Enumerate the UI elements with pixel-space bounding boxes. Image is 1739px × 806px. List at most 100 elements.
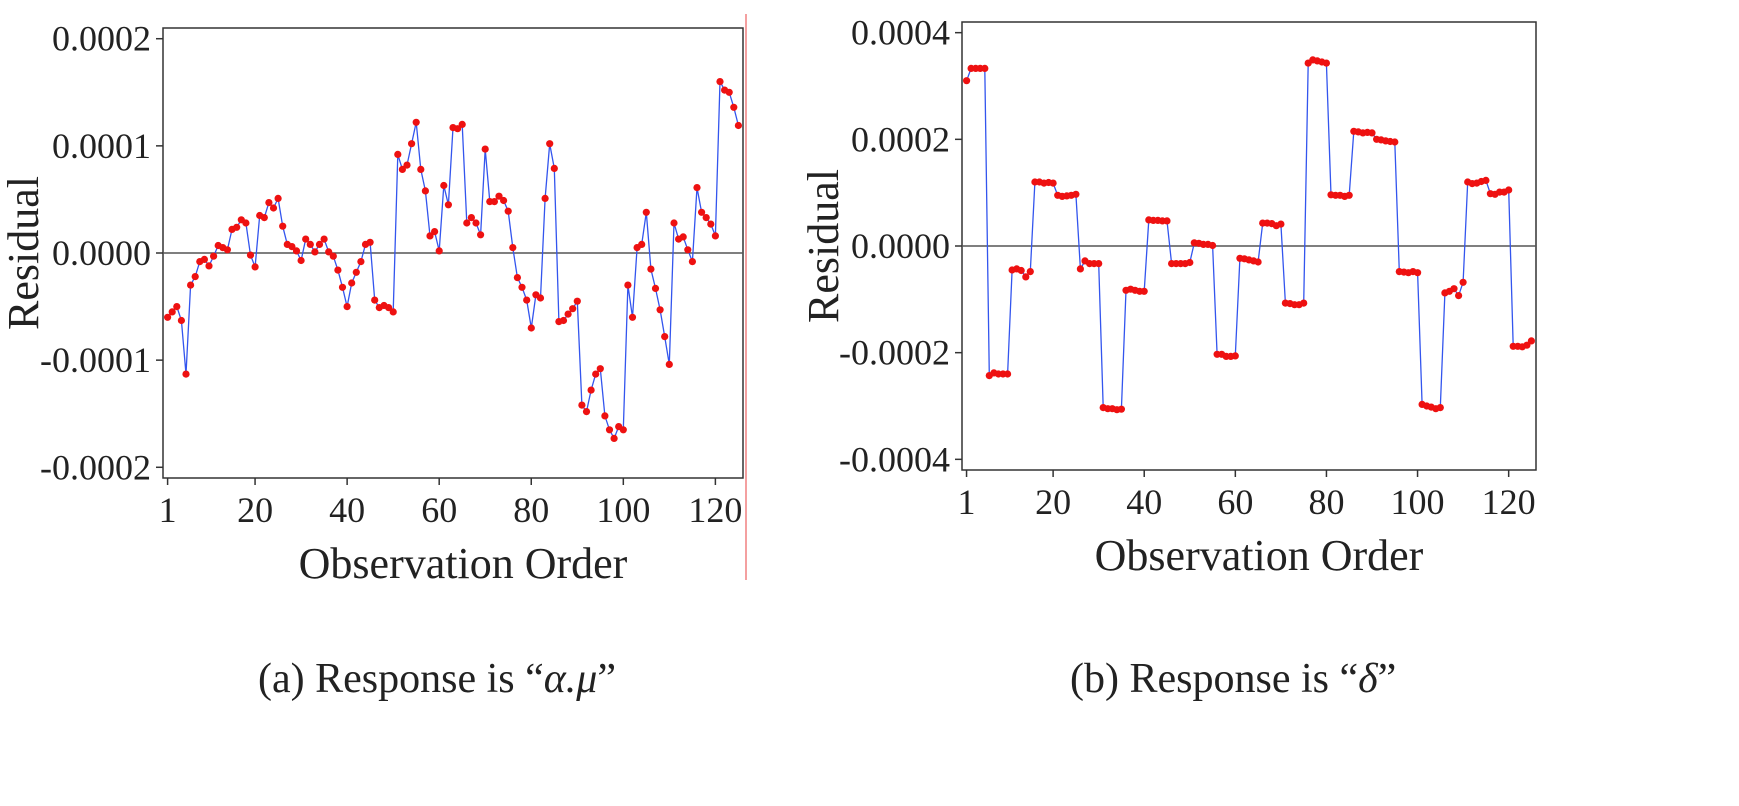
caption-b: (b) Response is “δ”: [1070, 655, 1396, 703]
data-point: [288, 243, 296, 251]
data-point: [688, 258, 697, 266]
data-point: [251, 263, 259, 271]
data-point: [187, 281, 195, 289]
data-point: [578, 401, 586, 409]
data-point: [403, 161, 411, 169]
data-point: [260, 214, 268, 222]
data-point: [509, 244, 517, 252]
y-axis-title: Residual: [0, 176, 48, 330]
y-tick-label: -0.0002: [40, 447, 151, 487]
data-point: [408, 140, 416, 148]
data-point: [454, 125, 462, 133]
x-tick-label: 40: [329, 490, 365, 530]
x-tick-label: 60: [1217, 482, 1253, 522]
x-tick-label: 80: [513, 490, 549, 530]
caption-b-prefix: (b) Response is “: [1070, 656, 1359, 702]
data-point: [320, 235, 328, 243]
data-point: [1095, 260, 1103, 268]
data-point: [1505, 186, 1513, 194]
caption-b-symbol: δ: [1358, 656, 1378, 702]
data-point: [1277, 220, 1285, 228]
data-point: [536, 294, 545, 302]
data-point: [619, 426, 627, 434]
data-point: [1231, 352, 1239, 360]
y-tick-label: -0.0001: [40, 340, 151, 380]
data-point: [1300, 299, 1308, 307]
x-tick-label: 1: [958, 482, 976, 522]
data-point: [1076, 265, 1084, 273]
data-point: [412, 118, 420, 126]
data-point: [1523, 341, 1531, 349]
x-tick-label: 100: [1391, 482, 1445, 522]
x-tick-label: 40: [1126, 482, 1162, 522]
y-tick-label: -0.0004: [839, 439, 950, 479]
data-point: [279, 222, 287, 230]
data-point: [210, 252, 218, 260]
data-point: [1527, 337, 1535, 345]
data-point: [302, 235, 310, 243]
data-point: [661, 333, 669, 341]
y-tick-label: 0.0000: [851, 226, 950, 266]
data-point: [352, 268, 360, 276]
y-tick-label: 0.0002: [52, 19, 151, 59]
y-axis-title: Residual: [799, 169, 848, 323]
data-point: [518, 283, 526, 291]
x-tick-label: 20: [1035, 482, 1071, 522]
data-point: [963, 77, 971, 85]
y-tick-label: 0.0000: [52, 233, 151, 273]
data-point: [1436, 404, 1444, 412]
data-point: [665, 360, 673, 368]
data-point: [1049, 179, 1057, 187]
data-point: [684, 246, 692, 254]
data-point: [592, 370, 600, 378]
data-point: [325, 248, 333, 256]
data-point: [725, 88, 733, 96]
caption-a-prefix: (a) Response is “: [258, 656, 544, 702]
caption-a-suffix: ”: [597, 656, 617, 702]
data-point: [389, 308, 397, 316]
x-axis-title: Observation Order: [1095, 531, 1424, 580]
data-point: [1450, 285, 1458, 293]
data-point: [1186, 258, 1194, 267]
data-point: [338, 283, 347, 291]
data-point: [444, 201, 452, 209]
caption-b-suffix: ”: [1377, 656, 1397, 702]
data-point: [513, 274, 522, 282]
data-point: [168, 308, 176, 316]
data-point: [343, 303, 351, 311]
data-point: [472, 219, 480, 227]
data-point: [440, 181, 448, 190]
data-point: [348, 279, 356, 287]
data-point: [500, 196, 508, 205]
data-point: [357, 258, 365, 266]
data-point: [610, 434, 618, 442]
data-point: [394, 150, 402, 158]
data-point: [504, 207, 512, 215]
data-point: [550, 164, 558, 172]
data-point: [223, 246, 231, 254]
data-point: [495, 192, 503, 200]
data-point: [431, 228, 439, 236]
data-point: [1163, 217, 1171, 225]
chart-panel-b: -0.0004 -0.0002 0.0000 0.0002 0.0004 1 20 40 60 8…: [799, 0, 1739, 806]
data-point: [417, 165, 425, 173]
data-point: [1391, 138, 1399, 146]
data-point: [490, 198, 498, 206]
data-point: [421, 187, 429, 195]
data-point: [559, 316, 568, 325]
x-axis-title: Observation Order: [299, 539, 628, 588]
data-point: [177, 316, 185, 325]
data-point: [1022, 273, 1030, 281]
data-point: [366, 238, 374, 246]
data-point: [274, 194, 282, 202]
data-point: [191, 273, 199, 281]
data-point: [311, 248, 319, 256]
data-point: [1455, 292, 1463, 300]
data-point: [573, 297, 581, 305]
data-point: [1414, 269, 1422, 277]
data-point: [698, 208, 706, 216]
x-tick-label: 120: [688, 490, 742, 530]
data-point: [246, 251, 255, 259]
x-tick-label: 100: [596, 490, 650, 530]
